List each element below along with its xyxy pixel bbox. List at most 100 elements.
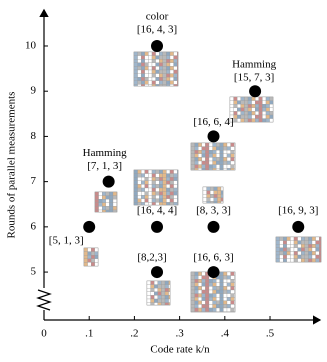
thumbnail-cell — [223, 164, 228, 169]
thumbnail-cell — [297, 236, 302, 241]
thumbnail-cell — [237, 111, 241, 116]
thumbnail-cell — [137, 169, 142, 174]
thumbnail-cell — [319, 236, 322, 241]
thumbnail-cell — [319, 254, 322, 259]
thumbnail-cell — [297, 244, 302, 248]
x-tick-label: .3 — [175, 328, 184, 340]
thumbnail-cell — [194, 286, 199, 291]
thumbnail-cell — [177, 62, 179, 67]
thumbnail-cell — [293, 244, 298, 248]
thumbnail-cell — [173, 195, 178, 199]
point — [207, 220, 220, 233]
thumbnail-cell — [198, 142, 202, 147]
thumbnail-cell — [223, 275, 228, 280]
thumbnail-cell — [194, 153, 199, 158]
thumbnail-cell — [162, 62, 167, 67]
thumbnail-cell — [201, 279, 206, 283]
thumbnail-cell — [212, 297, 217, 301]
thumbnail-cell — [226, 142, 231, 147]
thumbnail-cell — [141, 173, 145, 178]
thumbnail-cell — [91, 251, 95, 256]
thumbnail-cell — [137, 84, 142, 87]
thumbnail-cell — [173, 177, 178, 181]
thumbnail-cell — [144, 73, 149, 78]
thumbnail-cell — [234, 153, 236, 158]
thumbnail-cell — [258, 96, 263, 101]
thumbnail-cell — [315, 244, 320, 248]
thumbnail-cell — [190, 297, 195, 301]
x-axis-label: Code rate k/n — [150, 344, 210, 356]
thumbnail-cell — [290, 251, 295, 256]
thumbnail-cell — [283, 236, 287, 241]
thumbnail-cell — [144, 55, 149, 60]
thumbnail-cell — [148, 59, 153, 63]
thumbnail-cell — [269, 96, 274, 101]
thumbnail-cell — [258, 111, 263, 116]
thumbnail-cell — [194, 142, 199, 147]
point — [292, 220, 305, 233]
thumbnail-cell — [201, 293, 206, 298]
thumbnail-cell — [177, 187, 179, 192]
thumbnail-cell — [133, 198, 138, 203]
thumbnail-cell — [161, 302, 166, 306]
thumbnail-cell — [177, 180, 179, 185]
x-tick-label: .1 — [85, 328, 93, 340]
thumbnail-cell — [297, 258, 302, 263]
thumbnail-cell — [212, 160, 217, 165]
thumbnail-cell — [148, 80, 153, 85]
thumbnail-cell — [226, 160, 231, 165]
thumbnail-cell — [83, 255, 88, 259]
thumbnail-cell — [286, 244, 291, 248]
thumbnail-cell — [144, 180, 149, 185]
thumbnail-cell — [233, 96, 238, 101]
thumbnail-cell — [216, 289, 220, 294]
thumbnail-cell — [133, 62, 138, 67]
thumbnail-cell — [102, 209, 106, 213]
thumbnail-cell — [234, 300, 236, 305]
thumbnail-cell — [151, 180, 156, 185]
thumbnail-cell — [166, 73, 171, 78]
thumbnail-cell — [219, 164, 224, 169]
thumbnail-cell — [94, 206, 99, 211]
thumbnail-cell — [219, 307, 224, 312]
thumbnail-cell — [133, 66, 138, 71]
point-label: [16, 6, 4] — [193, 116, 233, 128]
thumbnail-cell — [212, 164, 217, 169]
thumbnail-cell — [265, 118, 270, 123]
thumbnail-cell — [141, 169, 145, 174]
thumbnail-cell — [244, 114, 249, 119]
thumbnail-cell — [212, 168, 217, 171]
thumbnail-cell — [311, 240, 316, 245]
thumbnail-cell — [269, 107, 274, 112]
thumbnail-cell — [226, 150, 231, 154]
thumbnail-cell — [137, 80, 142, 85]
thumbnail-cell — [290, 236, 295, 241]
thumbnail-cell — [293, 240, 298, 245]
thumbnail-cell — [210, 190, 214, 195]
thumbnail-cell — [137, 191, 142, 196]
thumbnail-cell — [265, 111, 270, 116]
thumbnail-cell — [159, 187, 163, 192]
thumbnail-cell — [216, 279, 220, 283]
thumbnail-cell — [230, 279, 235, 283]
x-tick-label: .4 — [221, 328, 230, 340]
thumbnail-cell — [159, 77, 163, 81]
thumbnail-cell — [194, 271, 199, 276]
thumbnail-cell — [283, 244, 287, 248]
thumbnail-cell — [177, 202, 179, 206]
thumbnail-cell — [109, 202, 114, 207]
thumbnail-cell — [240, 107, 245, 112]
thumbnail-cell — [201, 153, 206, 158]
y-axis-label: Rounds of parallel measurements — [6, 92, 18, 239]
thumbnail-cell — [157, 295, 162, 300]
x-tick-label: .2 — [130, 328, 138, 340]
thumbnail-cell — [226, 304, 231, 309]
thumbnail-cell — [226, 275, 231, 280]
thumbnail-cell — [144, 173, 149, 178]
thumbnail-cell — [269, 100, 274, 105]
thumbnail-cell — [237, 104, 241, 108]
point — [151, 266, 164, 279]
thumbnail-cell — [293, 254, 298, 259]
thumbnail-cell — [217, 194, 222, 198]
thumbnail-cell — [141, 55, 145, 60]
